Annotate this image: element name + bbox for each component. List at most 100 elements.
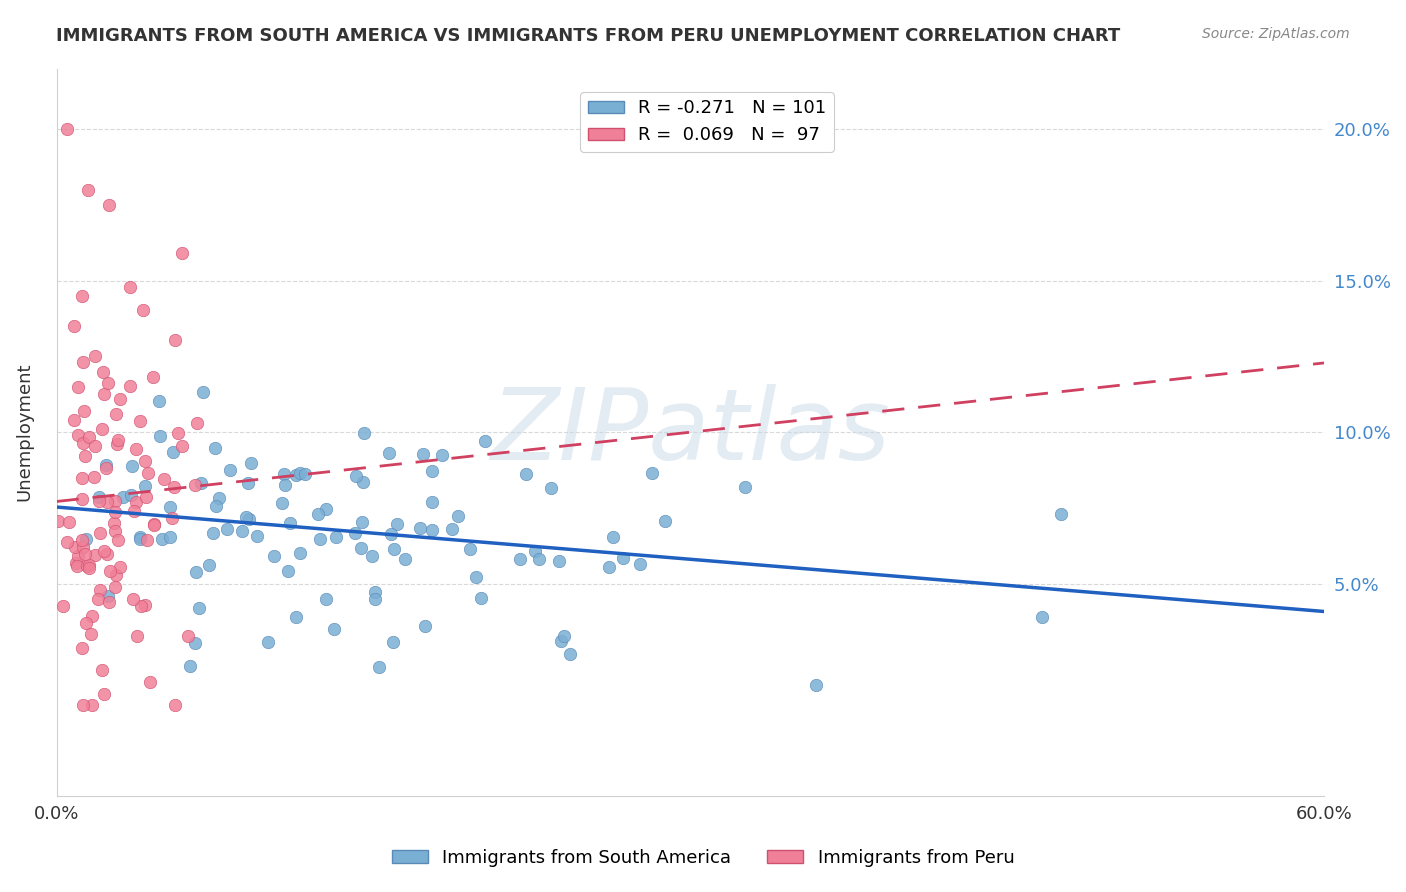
- Text: Source: ZipAtlas.com: Source: ZipAtlas.com: [1202, 27, 1350, 41]
- Point: [231, 524, 253, 538]
- Point: [63, 413, 86, 427]
- Point: [121, 591, 143, 606]
- Point: [170, 246, 193, 260]
- Point: [72, 491, 94, 506]
- Point: [136, 533, 159, 548]
- Point: [413, 619, 436, 633]
- Point: [804, 677, 827, 691]
- Point: [315, 592, 337, 607]
- Point: [322, 623, 344, 637]
- Point: [238, 511, 260, 525]
- Point: [273, 467, 295, 482]
- Point: [353, 425, 375, 440]
- Point: [628, 557, 651, 571]
- Point: [150, 532, 173, 546]
- Point: [67, 549, 90, 563]
- Point: [75, 450, 97, 464]
- Point: [134, 454, 156, 468]
- Point: [72, 471, 94, 485]
- Point: [190, 476, 212, 491]
- Point: [72, 355, 94, 369]
- Point: [387, 517, 409, 532]
- Point: [274, 478, 297, 492]
- Point: [125, 442, 148, 456]
- Point: [122, 504, 145, 518]
- Point: [129, 599, 152, 614]
- Point: [277, 564, 299, 578]
- Point: [80, 609, 103, 624]
- Point: [129, 529, 152, 543]
- Point: [77, 558, 100, 572]
- Point: [91, 663, 114, 677]
- Point: [91, 365, 114, 379]
- Point: [65, 540, 87, 554]
- Point: [72, 533, 94, 548]
- Point: [441, 522, 464, 536]
- Point: [364, 592, 387, 607]
- Point: [550, 634, 572, 648]
- Point: [89, 493, 111, 508]
- Point: [149, 429, 172, 443]
- Text: ZIPatlas: ZIPatlas: [491, 384, 890, 481]
- Point: [288, 466, 311, 480]
- Point: [139, 675, 162, 690]
- Point: [159, 530, 181, 544]
- Point: [446, 508, 468, 523]
- Point: [325, 530, 347, 544]
- Point: [236, 475, 259, 490]
- Point: [412, 447, 434, 461]
- Point: [98, 595, 121, 609]
- Point: [65, 556, 87, 570]
- Point: [1031, 610, 1053, 624]
- Point: [612, 550, 634, 565]
- Point: [285, 610, 308, 624]
- Point: [364, 585, 387, 599]
- Point: [350, 541, 373, 555]
- Point: [104, 505, 127, 519]
- Point: [187, 601, 209, 615]
- Point: [307, 507, 329, 521]
- Point: [734, 479, 756, 493]
- Point: [215, 523, 238, 537]
- Point: [204, 441, 226, 455]
- Point: [179, 659, 201, 673]
- Point: [257, 635, 280, 649]
- Point: [285, 468, 308, 483]
- Point: [70, 289, 93, 303]
- Point: [108, 392, 131, 406]
- Point: [208, 491, 231, 506]
- Point: [165, 333, 187, 347]
- Point: [103, 580, 125, 594]
- Point: [98, 564, 121, 578]
- Point: [121, 459, 143, 474]
- Point: [148, 394, 170, 409]
- Point: [527, 552, 550, 566]
- Point: [540, 481, 562, 495]
- Point: [239, 456, 262, 470]
- Point: [420, 523, 443, 537]
- Point: [186, 417, 208, 431]
- Point: [350, 516, 373, 530]
- Point: [77, 183, 100, 197]
- Point: [184, 478, 207, 492]
- Point: [103, 516, 125, 531]
- Point: [132, 303, 155, 318]
- Point: [46, 514, 69, 528]
- Point: [79, 430, 101, 444]
- Point: [87, 490, 110, 504]
- Point: [96, 458, 118, 472]
- Point: [55, 534, 77, 549]
- Point: [135, 491, 157, 505]
- Point: [142, 370, 165, 384]
- Point: [84, 439, 107, 453]
- Point: [87, 591, 110, 606]
- Point: [129, 414, 152, 428]
- Point: [72, 540, 94, 554]
- Point: [97, 589, 120, 603]
- Point: [97, 376, 120, 390]
- Point: [110, 559, 132, 574]
- Point: [89, 582, 111, 597]
- Point: [134, 599, 156, 613]
- Point: [67, 428, 90, 442]
- Point: [104, 568, 127, 582]
